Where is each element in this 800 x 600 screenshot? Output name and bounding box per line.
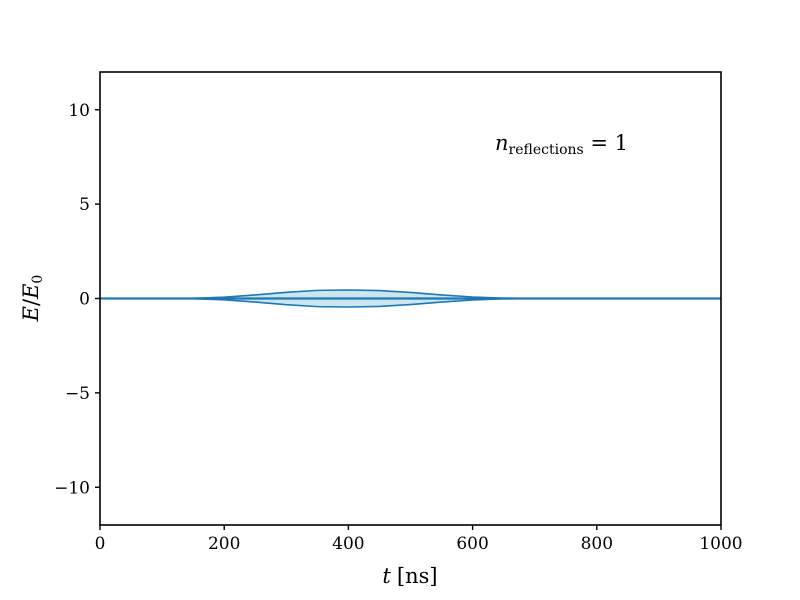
annotation-value: = 1	[584, 131, 628, 155]
x-tick-label: 800	[581, 534, 613, 554]
x-tick-label: 600	[456, 534, 488, 554]
y-axis-slash: /	[19, 298, 43, 306]
y-axis-den-sub: 0	[30, 275, 46, 284]
annotation-sub: reflections	[509, 142, 584, 158]
y-axis-num: E	[19, 306, 43, 322]
x-axis-label: t [ns]	[382, 564, 437, 588]
axis-ticks: 0 200 400 600 800 1000 −10 −5 0 5 10	[54, 101, 743, 554]
x-axis-unit: [ns]	[397, 564, 438, 588]
y-tick-label: 0	[79, 290, 90, 310]
y-tick-label: −10	[54, 478, 90, 498]
annotation-var: n	[495, 131, 509, 155]
x-tick-label: 1000	[699, 534, 742, 554]
annotation-label: nreflections = 1	[495, 131, 628, 158]
x-tick-label: 200	[208, 534, 240, 554]
x-tick-label: 0	[95, 534, 106, 554]
y-tick-label: −5	[65, 384, 90, 404]
y-tick-label: 5	[79, 195, 90, 215]
x-tick-label: 400	[332, 534, 364, 554]
y-axis-den: E	[19, 284, 43, 300]
y-axis-label: E/E0	[19, 275, 46, 323]
y-tick-label: 10	[68, 101, 90, 121]
x-axis-var: t	[382, 564, 391, 588]
